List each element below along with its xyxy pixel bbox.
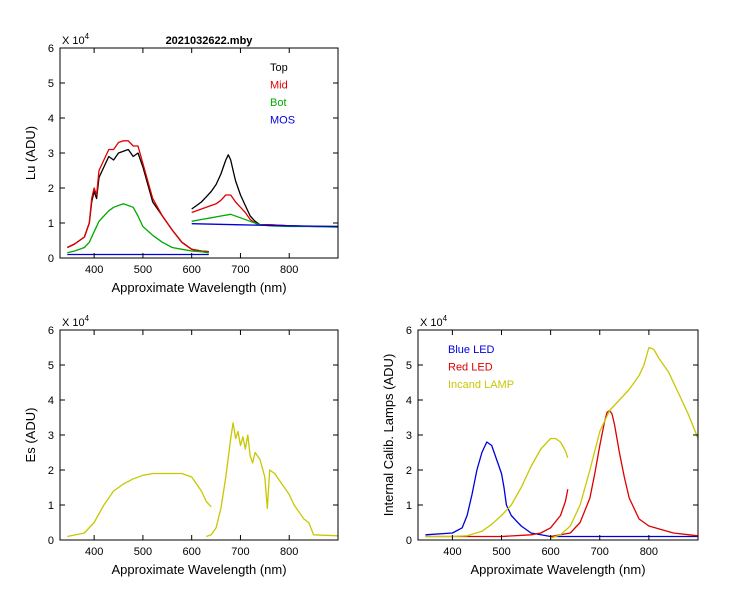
series-line-es-0-0 (67, 472, 212, 538)
series-line-lu-top-1 (191, 154, 338, 228)
x-tick-label: 700 (591, 546, 609, 558)
x-tick-label: 500 (134, 264, 152, 276)
series-line-lamps-red-led-0 (425, 489, 569, 538)
y-axis-label: Internal Calib. Lamps (ADU) (381, 354, 396, 517)
y-tick-label: 4 (406, 395, 412, 407)
chart-lu: 400 500 600 700 800 0 1 2 3 4 5 6 X 104 Approximate W… (23, 32, 339, 295)
legend-entry: Mid (270, 80, 288, 92)
y-tick-label: 2 (406, 465, 412, 477)
legend-entry: MOS (270, 115, 295, 127)
series-line-lu-mos-1 (191, 223, 339, 228)
y-tick-label: 3 (48, 148, 54, 160)
x-tick-label: 700 (231, 264, 249, 276)
y-tick-label: 3 (406, 430, 412, 442)
y-multiplier: X 104 (62, 32, 90, 47)
legend-entry: Red LED (448, 362, 493, 374)
x-axis-label: Approximate Wavelength (nm) (470, 562, 645, 577)
y-axis-label: Lu (ADU) (23, 126, 38, 180)
y-tick-label: 5 (48, 360, 54, 372)
y-tick-label: 1 (406, 500, 412, 512)
series-line-lu-bot-0 (67, 203, 209, 254)
x-axis-label: Approximate Wavelength (nm) (111, 280, 286, 295)
y-axis-label: Es (ADU) (23, 408, 38, 463)
y-tick-label: 6 (48, 43, 54, 55)
y-tick-label: 2 (48, 183, 54, 195)
y-tick-label: 6 (406, 325, 412, 337)
y-tick-label: 6 (48, 325, 54, 337)
legend-entry: Blue LED (448, 344, 495, 356)
y-tick-label: 1 (48, 218, 54, 230)
series-line-es-0-1 (206, 422, 339, 538)
y-tick-label: 2 (48, 465, 54, 477)
chart-es: 400 500 600 700 800 0 1 2 3 4 5 6 X 104 Approximate W… (23, 314, 339, 577)
y-tick-label: 5 (406, 360, 412, 372)
x-tick-label: 700 (231, 546, 249, 558)
x-tick-label: 500 (134, 546, 152, 558)
series-line-lu-mid-0 (67, 140, 209, 253)
y-multiplier: X 104 (420, 314, 448, 329)
legend-entry: Bot (270, 97, 287, 109)
y-multiplier: X 104 (62, 314, 90, 329)
series-line-lamps-incand-lamp-1 (550, 346, 699, 539)
y-tick-label: 5 (48, 78, 54, 90)
x-tick-label: 400 (443, 546, 461, 558)
series-line-lamps-incand-lamp-0 (425, 437, 569, 538)
x-tick-label: 600 (183, 264, 201, 276)
x-tick-label: 800 (280, 264, 298, 276)
x-tick-label: 400 (85, 546, 103, 558)
y-tick-label: 0 (406, 535, 412, 547)
x-tick-label: 600 (541, 546, 559, 558)
y-tick-label: 1 (48, 500, 54, 512)
series-line-lamps-red-led-1 (550, 409, 699, 538)
y-tick-label: 3 (48, 430, 54, 442)
x-tick-label: 600 (183, 546, 201, 558)
legend-entry: Incand LAMP (448, 379, 514, 391)
x-tick-label: 500 (492, 546, 510, 558)
y-tick-label: 0 (48, 253, 54, 265)
chart-title: 2021032622.mby (166, 35, 254, 47)
x-tick-label: 800 (280, 546, 298, 558)
x-tick-label: 400 (85, 264, 103, 276)
legend-entry: Top (270, 62, 288, 74)
x-axis-label: Approximate Wavelength (nm) (111, 562, 286, 577)
series-line-lu-mid-1 (191, 194, 338, 228)
y-tick-label: 4 (48, 395, 54, 407)
series-line-lamps-blue-led-0 (425, 441, 698, 538)
y-tick-label: 4 (48, 113, 54, 125)
chart-lamps: 400 500 600 700 800 0 1 2 3 4 5 6 X 104 Approximate W… (381, 314, 699, 577)
y-tick-label: 0 (48, 535, 54, 547)
series-line-lu-top-0 (67, 148, 209, 253)
x-tick-label: 800 (640, 546, 658, 558)
